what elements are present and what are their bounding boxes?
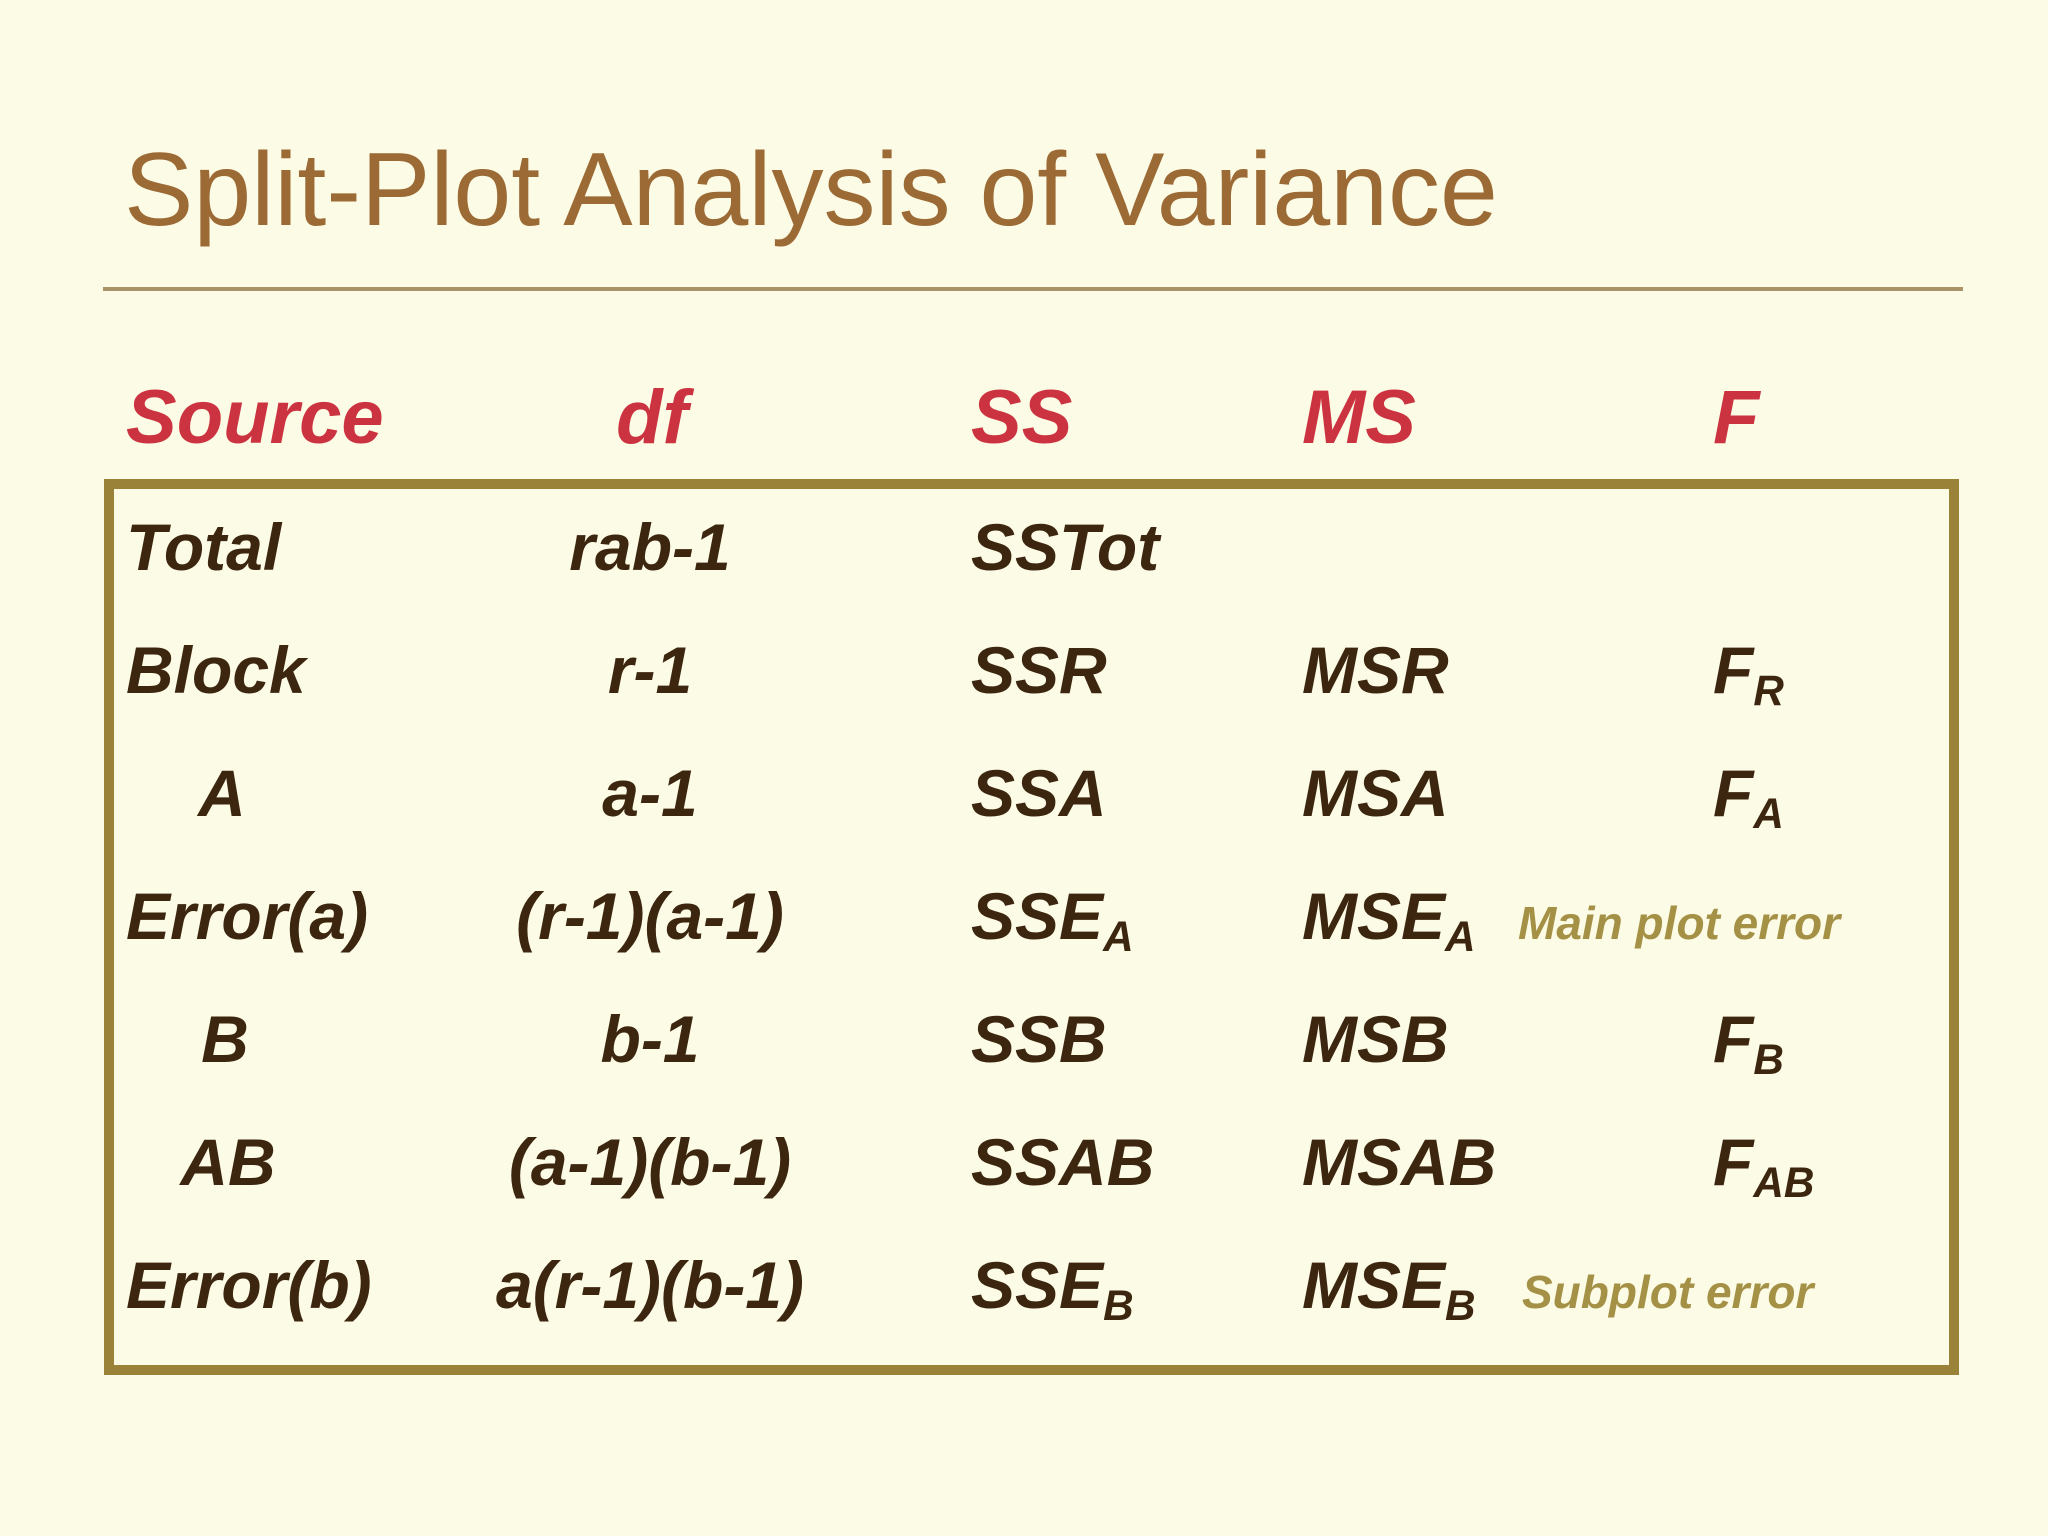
title-divider [103, 287, 1963, 291]
slide-title: Split-Plot Analysis of Variance [124, 132, 1498, 248]
row-a-source: A [198, 756, 246, 830]
row-b-f: FB [1713, 1002, 1784, 1083]
row-a-f: FA [1713, 756, 1784, 837]
header-ms: MS [1302, 375, 1416, 460]
row-a-ms: MSA [1302, 756, 1449, 830]
header-ss: SS [971, 375, 1073, 460]
row-block-source: Block [126, 633, 306, 707]
row-block-ss: SSR [971, 633, 1107, 707]
header-df: df [616, 375, 688, 460]
anova-table-box [104, 479, 1959, 1375]
row-error-b-ss: SSEB [971, 1248, 1134, 1329]
row-a-df: a-1 [602, 756, 698, 830]
row-b-ss: SSB [971, 1002, 1107, 1076]
row-block-df: r-1 [607, 633, 693, 707]
row-error-a-df: (r-1)(a-1) [516, 879, 784, 953]
row-error-a-ss: SSEA [971, 879, 1134, 960]
row-b-ms: MSB [1302, 1002, 1449, 1076]
row-error-b-df: a(r-1)(b-1) [496, 1248, 804, 1322]
row-ab-ms: MSAB [1302, 1125, 1497, 1199]
row-error-b-ms: MSEB [1302, 1248, 1476, 1329]
row-b-df: b-1 [600, 1002, 700, 1076]
row-b-source: B [201, 1002, 249, 1076]
row-ab-df: (a-1)(b-1) [508, 1125, 792, 1199]
row-a-ss: SSA [971, 756, 1107, 830]
header-f: F [1713, 375, 1760, 460]
row-total-df: rab-1 [569, 510, 731, 584]
row-ab-source: AB [180, 1125, 276, 1199]
row-block-f: FR [1713, 633, 1784, 714]
row-block-ms: MSR [1302, 633, 1449, 707]
row-error-a-source: Error(a) [126, 879, 369, 953]
main-plot-error-note: Main plot error [1518, 897, 1841, 949]
row-error-b-source: Error(b) [126, 1248, 372, 1322]
row-ab-f: FAB [1713, 1125, 1815, 1206]
header-source: Source [126, 375, 384, 460]
row-total-source: Total [126, 510, 282, 584]
row-ab-ss: SSAB [971, 1125, 1155, 1199]
row-error-a-ms: MSEA [1302, 879, 1476, 960]
subplot-error-note: Subplot error [1522, 1266, 1814, 1318]
row-total-ss: SSTot [971, 510, 1160, 584]
